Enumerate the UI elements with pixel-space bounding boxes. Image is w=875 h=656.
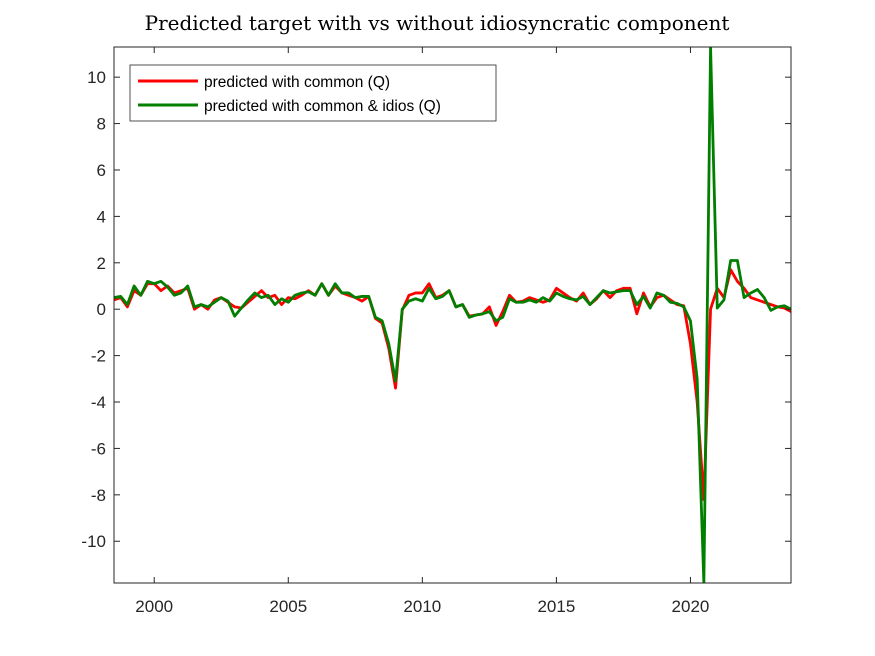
- y-tick-label: -6: [91, 439, 106, 458]
- x-tick-label: 2000: [135, 597, 173, 616]
- y-tick-label: 6: [97, 161, 106, 180]
- x-tick-label: 2005: [269, 597, 307, 616]
- legend-box: [129, 64, 497, 122]
- y-tick-label: 4: [97, 207, 106, 226]
- axes-box: [113, 46, 792, 584]
- x-tick-label: 2020: [672, 597, 710, 616]
- plot-area: [114, 47, 791, 583]
- ticks-layer: 2000 2005 2010 2015 2020 10 8 6 4 2 0 -2 -4 -6 -8 -10: [81, 47, 791, 616]
- legend-label-common: predicted with common (Q): [204, 74, 390, 91]
- y-tick-label: 8: [97, 115, 106, 134]
- legend-label-common-idios: predicted with common & idios (Q): [204, 98, 441, 115]
- series-layer: [114, 47, 791, 583]
- y-tick-label: -8: [91, 486, 106, 505]
- y-tick-label: 0: [97, 300, 106, 319]
- series-line-common-idios: [114, 47, 791, 583]
- y-tick-label: -10: [81, 532, 106, 551]
- x-tick-label: 2015: [537, 597, 575, 616]
- y-tick-label: 10: [87, 68, 106, 87]
- y-tick-label: -2: [91, 347, 106, 366]
- y-tick-label: -4: [91, 393, 106, 412]
- legend: predicted with common (Q) predicted with…: [129, 64, 497, 122]
- chart-title: Predicted target with vs without idiosyn…: [145, 11, 730, 35]
- x-tick-label: 2010: [403, 597, 441, 616]
- y-tick-label: 2: [97, 254, 106, 273]
